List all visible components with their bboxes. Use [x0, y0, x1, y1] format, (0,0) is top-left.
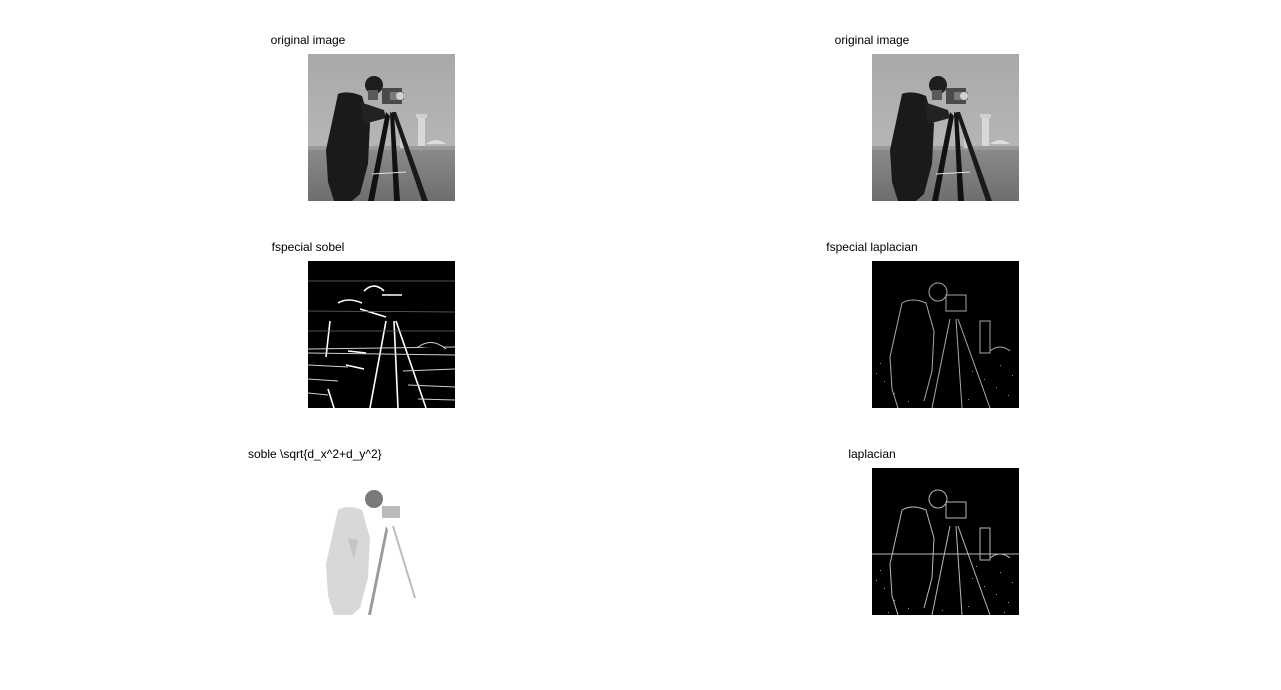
laplacian-image [872, 468, 1019, 615]
cameraman-original-image [308, 54, 455, 201]
image-axes-sobel-magnitude [308, 468, 455, 615]
image-axes-original [308, 54, 455, 201]
image-axes-original [872, 54, 1019, 201]
subplot-title: original image [270, 33, 346, 47]
laplacian-filtered-image [872, 261, 1019, 408]
subplot-title: soble \sqrt{d_x^2+d_y^2} [248, 447, 382, 461]
image-axes-laplacian [872, 468, 1019, 615]
image-axes-sobel [308, 261, 455, 408]
subplot-title: laplacian [848, 447, 896, 461]
image-axes-laplacian [872, 261, 1019, 408]
cameraman-original-image [872, 54, 1019, 201]
sobel-magnitude-image [308, 468, 455, 615]
sobel-filtered-image [308, 261, 455, 408]
subplot-title: fspecial sobel [271, 240, 345, 254]
subplot-title: fspecial laplacian [826, 240, 918, 254]
subplot-title: original image [834, 33, 910, 47]
